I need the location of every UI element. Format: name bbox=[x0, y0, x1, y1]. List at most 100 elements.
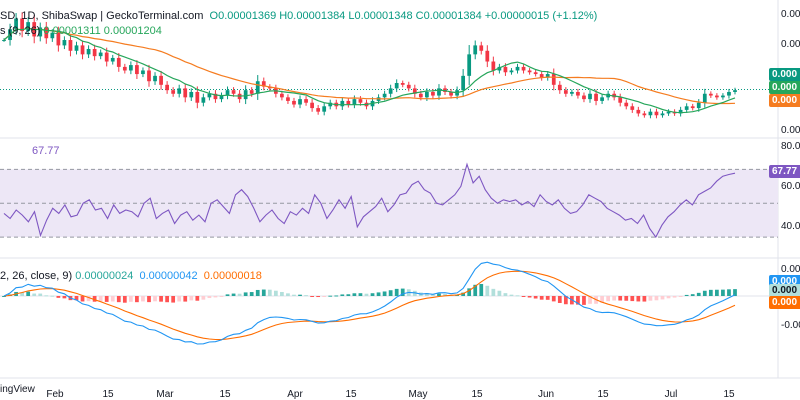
candle-body bbox=[509, 70, 514, 73]
candle-body bbox=[467, 54, 472, 76]
candle-body bbox=[733, 90, 737, 92]
macd-histogram-bar bbox=[370, 293, 375, 296]
candle-body bbox=[648, 111, 653, 116]
grid-lines bbox=[0, 0, 800, 379]
macd-histogram-bar bbox=[521, 296, 526, 297]
x-tick-apr-15: 15 bbox=[345, 389, 357, 400]
macd-histogram-bar bbox=[225, 294, 230, 296]
candle-body bbox=[503, 66, 508, 73]
macd-histogram-bar bbox=[539, 296, 544, 300]
macd-histogram-bar bbox=[642, 296, 647, 302]
candle-body bbox=[630, 106, 635, 110]
macd-histogram-bar bbox=[600, 296, 604, 303]
candle-body bbox=[328, 102, 333, 107]
candle-body bbox=[473, 45, 478, 55]
price-tick-bottom: 0.000 bbox=[781, 125, 800, 136]
x-tick-jun-15: 15 bbox=[597, 389, 609, 400]
macd-histogram-bar bbox=[286, 293, 290, 296]
candle-body bbox=[497, 66, 502, 71]
candle-body bbox=[485, 50, 490, 62]
macd-histogram-bar bbox=[666, 296, 671, 299]
candle-body bbox=[358, 99, 363, 103]
macd-histogram-bar bbox=[304, 295, 308, 297]
candle-body bbox=[189, 91, 194, 98]
macd-histogram-bar bbox=[147, 296, 151, 303]
candle-body bbox=[594, 93, 598, 101]
macd-histogram-bar bbox=[201, 296, 206, 300]
candle-body bbox=[92, 48, 97, 57]
macd-histogram-bar bbox=[660, 296, 665, 300]
macd-histogram-bar bbox=[618, 296, 623, 301]
candle-body bbox=[171, 90, 176, 94]
candle-body bbox=[159, 75, 163, 85]
macd-histogram-bar bbox=[267, 289, 272, 296]
macd-histogram-bar bbox=[388, 290, 393, 296]
macd-histogram-bar bbox=[92, 296, 97, 302]
macd-line bbox=[3, 261, 736, 345]
macd-histogram-bar bbox=[708, 289, 713, 296]
candle-body bbox=[225, 90, 230, 96]
macd-histogram-bar bbox=[159, 296, 163, 302]
candle-body bbox=[298, 99, 302, 105]
macd-histogram-bar bbox=[141, 296, 145, 302]
x-tick-jul: Jul bbox=[664, 389, 678, 400]
macd-histogram-bar bbox=[310, 296, 314, 297]
macd-histogram-bar bbox=[135, 296, 139, 303]
macd-histogram-bar bbox=[648, 296, 653, 301]
macd-histogram-bar bbox=[165, 296, 169, 303]
macd-histogram-bar bbox=[606, 296, 611, 302]
candle-body bbox=[491, 61, 496, 71]
macd-histogram-bar bbox=[624, 296, 629, 301]
rsi-pane[interactable] bbox=[0, 162, 778, 239]
macd-histogram-bar bbox=[177, 296, 182, 302]
candle-body bbox=[690, 106, 695, 109]
macd-histogram-bar bbox=[116, 296, 121, 303]
macd-histogram-bar bbox=[237, 293, 242, 296]
macd-histogram-bar bbox=[690, 294, 695, 296]
candle-body bbox=[128, 65, 133, 71]
macd-histogram-bar bbox=[715, 289, 719, 296]
candle-body bbox=[582, 95, 586, 100]
x-tick-feb-15: 15 bbox=[102, 389, 114, 400]
price-pane[interactable] bbox=[0, 12, 778, 119]
candle-body bbox=[431, 91, 435, 96]
macd-histogram-bar bbox=[612, 296, 617, 301]
candle-body bbox=[261, 81, 266, 87]
macd-histogram-bar bbox=[50, 295, 55, 297]
candle-body bbox=[243, 90, 248, 100]
macd-histogram-bar bbox=[364, 293, 369, 296]
candle-body bbox=[56, 32, 61, 46]
candle-body bbox=[165, 84, 169, 91]
x-tick-feb: Feb bbox=[46, 389, 64, 400]
candle-body bbox=[352, 99, 357, 105]
candle-body bbox=[104, 52, 109, 62]
candle-body bbox=[678, 109, 683, 114]
candle-body bbox=[195, 91, 200, 103]
macd-signal-value: 0.00000018 bbox=[203, 270, 262, 282]
tradingview-attribution[interactable]: ingView bbox=[0, 384, 35, 395]
macd-histogram-bar bbox=[195, 296, 200, 301]
macd-histogram-bar bbox=[563, 296, 568, 305]
macd-histogram-bar bbox=[485, 285, 490, 296]
macd-pane[interactable] bbox=[0, 261, 778, 345]
macd-histogram-bar bbox=[358, 293, 363, 296]
candle-body bbox=[406, 84, 411, 89]
macd-histogram-bar bbox=[80, 296, 85, 302]
x-tick-mar-15: 15 bbox=[219, 389, 231, 400]
macd-histogram-bar bbox=[346, 294, 351, 296]
candle-body bbox=[479, 45, 484, 51]
candle-body bbox=[545, 74, 550, 78]
macd-histogram-bar bbox=[261, 289, 266, 296]
candle-body bbox=[437, 88, 441, 96]
macd-histogram-bar bbox=[207, 296, 212, 299]
ma-label: s (9, 26) bbox=[0, 25, 41, 37]
candle-body bbox=[26, 22, 31, 32]
macd-histogram-bar bbox=[467, 288, 472, 296]
candle-body bbox=[147, 70, 151, 82]
macd-histogram-bar bbox=[509, 294, 514, 296]
macd-histogram-bar bbox=[473, 284, 478, 296]
macd-histogram-bar bbox=[431, 293, 435, 296]
macd-histogram-bar bbox=[588, 296, 592, 304]
candle-body bbox=[201, 97, 206, 103]
